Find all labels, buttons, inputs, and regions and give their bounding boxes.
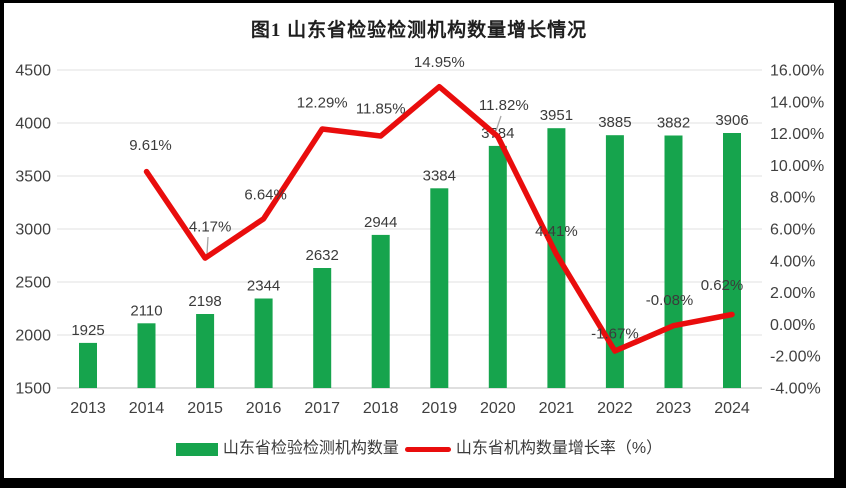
right-axis-tick: 16.00% [770,63,824,80]
left-axis-tick: 4500 [15,63,51,80]
line-value-label: 9.61% [129,137,172,154]
line-value-label: 4.17% [189,219,232,236]
line-value-label: 4.41% [535,223,578,240]
legend-item-line-series: 山东省机构数量增长率（%） [404,439,663,459]
bar-value-label: 2944 [364,214,397,231]
right-axis-tick: 4.00% [770,253,815,270]
bar [254,298,273,388]
bar-value-label: 3384 [423,167,456,184]
line-value-label: 12.29% [297,95,348,112]
right-axis-tick: 2.00% [770,285,815,302]
right-axis-tick: 12.00% [770,126,824,143]
bar [79,342,97,388]
bar [313,268,332,388]
right-axis-tick: -2.00% [770,349,821,366]
left-axis-tick: 1500 [15,381,51,398]
x-axis-tick: 2015 [187,400,223,417]
left-axis-tick: 2500 [15,275,51,292]
bar-value-label: 2198 [188,293,221,310]
chart-legend: 山东省检验检测机构数量 山东省机构数量增长率（%） [4,439,834,459]
x-axis-tick: 2020 [480,400,516,417]
line-value-label: 6.64% [244,186,287,203]
bar [137,323,156,388]
bar-value-label: 3951 [540,107,573,124]
right-axis-tick: -4.00% [770,381,821,398]
x-axis-tick: 2023 [656,400,692,417]
x-axis-tick: 2021 [539,400,575,417]
line-value-label: 11.82% [479,97,529,114]
x-axis-tick: 2022 [597,400,633,417]
label-leader-line [206,236,209,255]
line-series-swatch-icon [404,446,451,452]
bar [488,145,507,388]
label-leader-line [495,115,502,132]
bar [605,135,624,388]
legend-label-line-series: 山东省机构数量增长率（%） [455,440,663,457]
left-axis-tick: 3000 [15,222,51,239]
bar-series-swatch-icon [175,442,218,456]
right-axis-tick: 10.00% [770,158,824,175]
line-value-label: -0.08% [646,292,694,309]
bar-value-label: 3906 [715,112,748,129]
legend-item-bar-series: 山东省检验检测机构数量 [175,439,399,459]
x-axis-tick: 2019 [422,400,458,417]
left-axis-tick: 4000 [15,116,51,133]
right-axis-tick: 8.00% [770,190,815,207]
line-value-label: -1.67% [591,326,639,343]
chart-canvas: 图1 山东省检验检测机构数量增长情况 1925 2110 2198 2344 2632 2… [4,3,834,478]
x-axis-tick: 2014 [129,400,165,417]
x-axis-tick: 2017 [304,400,340,417]
right-axis-tick: 6.00% [770,222,815,239]
legend-label-bar-series: 山东省检验检测机构数量 [222,440,399,457]
bar [664,135,683,388]
x-axis-tick: 2024 [714,400,750,417]
growth-rate-line [143,83,735,354]
bar-value-label: 2632 [306,247,339,264]
line-value-label: 11.85% [356,101,406,118]
bar-value-label: 3882 [657,115,690,132]
bar-value-label: 2110 [130,302,162,319]
line-value-label: 14.95% [414,54,465,71]
right-axis-tick: 0.00% [770,317,815,334]
bar [430,188,449,388]
bar-value-label: 2344 [247,278,280,295]
bar [723,133,741,388]
bar-value-label: 3885 [598,114,631,131]
right-axis-tick: 14.00% [770,94,824,111]
bar [196,314,215,388]
line-value-label: 0.62% [701,277,744,294]
x-axis-tick: 2018 [363,400,399,417]
x-axis-tick: 2013 [70,400,106,417]
chart-title: 图1 山东省检验检测机构数量增长情况 [250,20,588,41]
left-axis-tick: 3500 [15,169,51,186]
bar [371,234,390,388]
left-axis-tick: 2000 [15,328,51,345]
bar-value-label: 1925 [71,322,104,339]
x-axis-tick: 2016 [246,400,282,417]
